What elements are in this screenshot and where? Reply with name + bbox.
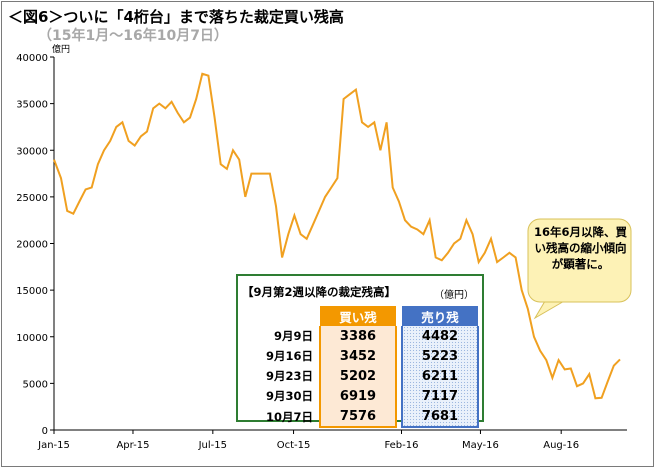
balance-table-box: 【9月第2週以降の裁定残高】 （億円） 買い残 売り残 9月9日 3386 44…	[236, 274, 484, 428]
table-cell-date: 9月9日	[273, 329, 313, 343]
table-header-blank	[246, 306, 320, 326]
x-tick-label: Feb-16	[384, 440, 418, 451]
table-cell-date: 9月16日	[265, 349, 313, 363]
table-row: 10月7日 7576 7681	[246, 406, 479, 428]
table-cell-sell: 5223	[401, 346, 479, 366]
x-tick-label: Jan-15	[37, 440, 70, 451]
table-cell-date: 10月7日	[265, 409, 313, 424]
table-row: 9月16日 3452 5223	[246, 346, 479, 366]
x-axis-ticks: Jan-15 Apr-15 Jul-15 Oct-15 Feb-16 May-16 Aug-…	[37, 430, 579, 451]
table-header-buy: 買い残	[320, 306, 396, 326]
x-tick-label: May-16	[462, 440, 499, 451]
y-tick-label: 25000	[16, 193, 48, 204]
y-tick-label: 0	[42, 426, 48, 437]
table-cell-buy: 3386	[319, 326, 397, 346]
table-cell-sell: 6211	[401, 366, 479, 386]
y-axis-unit: 億円	[52, 43, 70, 55]
y-tick-label: 35000	[16, 100, 48, 111]
table-title: 【9月第2週以降の裁定残高】	[242, 285, 397, 299]
chart-subtitle: （15年1月〜16年10月7日）	[38, 28, 228, 44]
x-tick-label: Aug-16	[543, 440, 579, 451]
table-cell-buy: 7576	[319, 406, 397, 428]
table-row: 9月9日 3386 4482	[246, 326, 479, 346]
y-tick-label: 30000	[16, 146, 48, 157]
table-cell-sell: 4482	[401, 326, 479, 346]
table-header-sell: 売り残	[402, 306, 478, 326]
table-cell-date: 9月30日	[265, 389, 313, 403]
callout-bubble: 16年6月以降、買い残高の縮小傾向が顕著に。	[527, 218, 632, 303]
x-tick-label: Oct-15	[277, 440, 311, 451]
table-cell-buy: 3452	[319, 346, 397, 366]
table-cell-sell: 7117	[401, 386, 479, 406]
balance-table: 買い残 売り残 9月9日 3386 4482 9月16日 3452 5223 9…	[246, 306, 479, 428]
y-tick-label: 10000	[16, 333, 48, 344]
table-unit: （億円）	[434, 290, 474, 301]
y-tick-label: 15000	[16, 286, 48, 297]
y-axis-ticks: 0 5000 10000 15000 20000 25000 30000 35000 40000	[16, 53, 54, 437]
table-cell-buy: 5202	[319, 366, 397, 386]
table-row: 9月23日 5202 6211	[246, 366, 479, 386]
table-cell-buy: 6919	[319, 386, 397, 406]
y-tick-label: 40000	[16, 53, 48, 64]
callout-shape	[527, 218, 632, 303]
series-line-buy-balance	[53, 72, 621, 400]
table-row: 9月30日 6919 7117	[246, 386, 479, 406]
y-tick-label: 20000	[16, 240, 48, 251]
x-tick-label: Apr-15	[116, 440, 149, 451]
chart-title: ＜図6＞ついに「4桁台」まで落ちた裁定買い残高	[8, 8, 344, 26]
table-cell-sell: 7681	[401, 406, 479, 428]
table-cell-date: 9月23日	[265, 369, 313, 383]
callout-text: 16年6月以降、買い残高の縮小傾向が顕著に。	[533, 225, 627, 271]
y-tick-label: 5000	[23, 379, 48, 390]
x-tick-label: Jul-15	[198, 440, 227, 451]
